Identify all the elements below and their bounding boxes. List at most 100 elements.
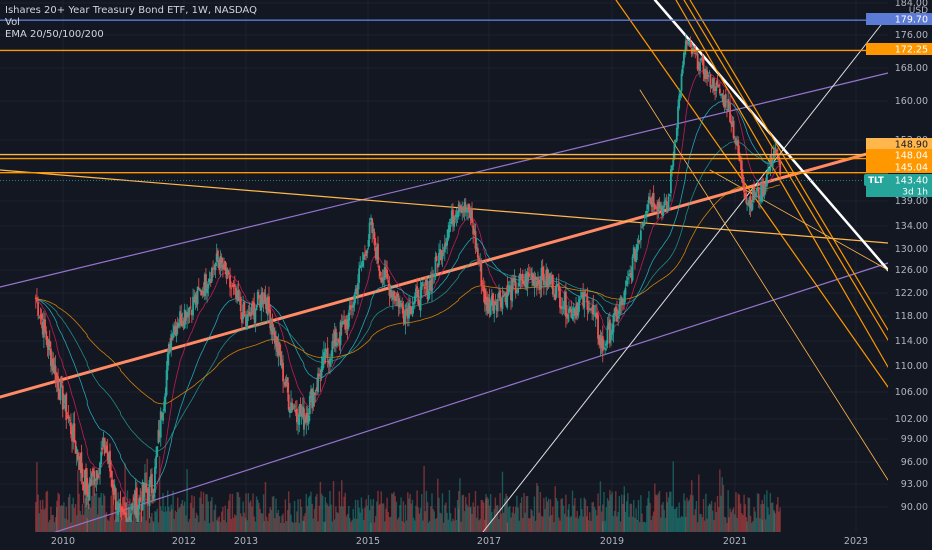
volume-bar [138,513,140,532]
candle-body [355,288,358,295]
candle-body [320,366,323,378]
candle-body [170,334,173,351]
volume-bar [628,516,630,532]
ema-indicator-label[interactable]: EMA 20/50/100/200 [5,29,104,40]
volume-bar [36,462,38,532]
volume-bar [640,495,642,532]
volume-bar [77,470,79,532]
candle-body [398,300,401,307]
candle-body [590,308,592,310]
volume-bar [225,522,228,532]
volume-bar [650,520,652,532]
candle-body [284,382,287,386]
candle-body [720,94,722,96]
volume-bar [770,502,773,532]
volume-bar [616,516,618,532]
candle-body [436,263,439,268]
candle-body [394,296,397,302]
volume-bar [504,498,506,532]
candle-body [397,298,400,308]
volume-bar [705,493,707,532]
candle-body [318,373,321,377]
chart-title[interactable]: Ishares 20+ Year Treasury Bond ETF, 1W, … [5,5,257,16]
volume-bar [174,510,177,532]
volume-bar [555,497,558,532]
volume-bar [544,508,546,532]
candle-body [583,291,586,308]
candle-body [172,332,174,339]
volume-bar [295,522,297,532]
time-tick-label: 2013 [234,536,258,547]
volume-bar [662,502,664,532]
falling-line-a [675,0,889,368]
volume-bar [644,522,647,532]
volume-bar [106,519,109,532]
candle-body [278,342,281,355]
volume-bar [567,509,569,532]
volume-bar [768,514,770,532]
candle-body [489,303,492,316]
candle-body [731,122,734,127]
candle-body [105,445,108,453]
volume-bar [672,461,674,532]
candle-body [446,238,449,246]
volume-bar [63,502,65,532]
volume-bar [325,502,328,532]
volume-bar [365,499,367,532]
volume-indicator-label[interactable]: Vol [5,17,20,28]
candle-body [598,337,601,344]
candle-body [612,314,615,333]
volume-bar [591,502,593,532]
volume-bar [143,492,145,532]
candle-body [469,211,472,218]
candle-body [713,78,715,92]
volume-bar [312,518,315,532]
volume-bar [99,497,101,532]
candle-body [348,305,351,310]
volume-bar [643,521,646,532]
candle-body [324,348,327,361]
price-axis[interactable]: 184.00176.00168.00160.00152.00139.00134.… [888,0,932,550]
volume-bar [466,504,468,532]
volume-bar [695,501,698,532]
volume-bar [421,494,423,532]
candle-body [631,256,634,281]
volume-bar [736,517,738,532]
candle-body [160,412,163,420]
volume-bar [531,510,533,532]
volume-bar [739,503,742,532]
volume-bar [636,519,639,532]
candle-body [677,106,679,129]
candle-body [420,282,423,290]
volume-bar [119,507,122,532]
volume-bar [580,498,582,532]
volume-bar [549,499,552,532]
candle-body [678,95,681,109]
volume-bar [470,506,472,532]
volume-bar [358,507,360,532]
candle-body [673,143,676,159]
volume-bar [468,492,470,532]
candle-body [452,209,454,225]
candle-body [163,401,166,411]
time-axis[interactable]: 2010 2012 2013 2015 2017 2019 2021 2023 [0,532,888,550]
candle-body [737,140,740,155]
candle-body [560,305,563,310]
volume-bar [224,505,226,532]
volume-bar [558,517,560,532]
volume-bar [732,507,735,532]
candle-body [530,277,533,280]
candle-body [37,302,40,316]
volume-bar [729,508,731,532]
volume-bar [479,518,481,532]
candle-body [180,313,183,326]
price-label-bg [866,43,932,55]
volume-bar [467,506,469,532]
volume-bar [571,490,574,532]
volume-bar [179,506,181,532]
candle-body [686,39,688,44]
time-tick-label: 2015 [356,536,380,547]
candle-body [361,260,364,267]
candle-body [308,396,311,415]
